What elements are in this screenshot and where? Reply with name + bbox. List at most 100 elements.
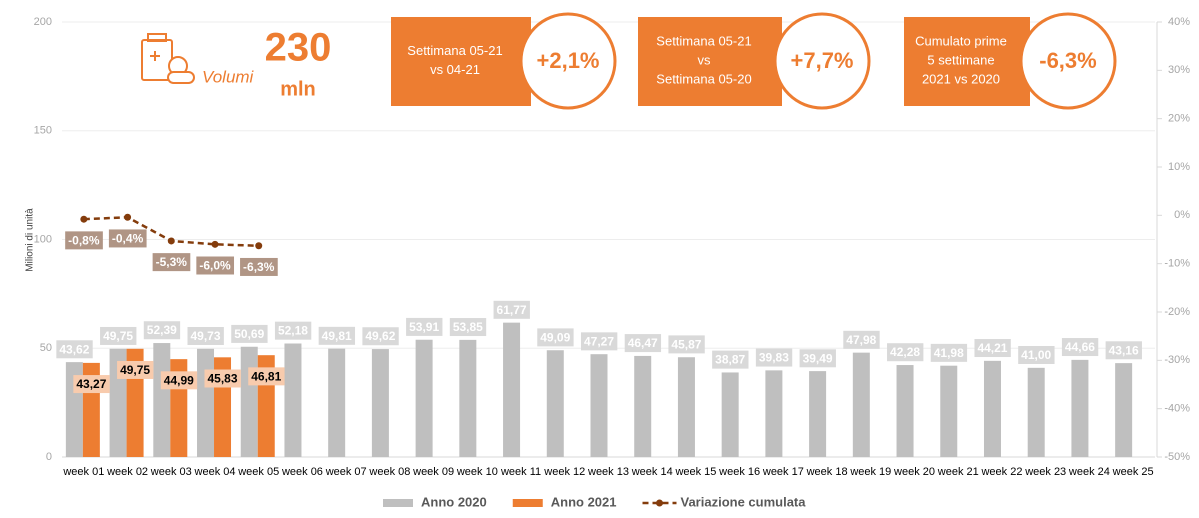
label-box <box>231 324 268 343</box>
label-box <box>580 332 618 351</box>
volume-icon <box>141 33 195 84</box>
data-label: 49,62 <box>365 329 395 343</box>
data-label: 50,69 <box>234 327 264 341</box>
data-label: 43,27 <box>76 377 106 391</box>
kpi-box-text: Cumulato prime <box>915 33 1007 48</box>
label-box <box>1061 338 1099 357</box>
y2-tick-label: 20% <box>1168 113 1190 125</box>
label-box <box>799 349 836 368</box>
bar <box>415 339 433 457</box>
kpi-circle <box>773 12 871 110</box>
bar <box>459 339 477 457</box>
x-tick-label: week 13 <box>587 466 629 478</box>
data-label: 61,77 <box>497 303 527 317</box>
kpi-box <box>391 17 531 106</box>
label-box <box>117 360 154 379</box>
bar <box>677 357 695 457</box>
label-box <box>160 371 198 390</box>
kpi-box-value: -6,3% <box>1039 48 1096 73</box>
data-label: 49,09 <box>540 330 570 344</box>
label-box <box>887 343 924 362</box>
data-label: 52,39 <box>147 323 177 337</box>
x-tick-label: week 09 <box>412 466 454 478</box>
kpi-box-text: 2021 vs 2020 <box>922 71 1000 86</box>
y-tick-label: 0 <box>46 451 52 463</box>
data-label: 53,91 <box>409 320 439 334</box>
bar <box>721 372 739 457</box>
x-tick-label: week 18 <box>806 466 848 478</box>
y-tick-label: 200 <box>34 16 52 28</box>
bar <box>940 365 958 457</box>
line-marker <box>211 240 219 248</box>
x-tick-label: week 23 <box>1024 466 1066 478</box>
label-box <box>406 317 443 336</box>
data-label: 49,75 <box>103 329 133 343</box>
label-box <box>108 229 147 248</box>
data-label: 53,85 <box>453 320 483 334</box>
bar <box>852 352 870 457</box>
kpi-box-text: Settimana 05-21 <box>656 33 751 48</box>
kpi-label: Volumi <box>202 67 255 86</box>
data-label: 47,27 <box>584 334 614 348</box>
x-tick-label: week 21 <box>937 466 979 478</box>
x-tick-label: week 15 <box>674 466 716 478</box>
label-box <box>196 256 235 275</box>
kpi-box-text: vs 04-21 <box>430 62 480 77</box>
label-box <box>843 330 880 349</box>
bar <box>503 322 521 457</box>
bar <box>153 343 171 457</box>
bar <box>983 360 1001 457</box>
x-tick-label: week 25 <box>1112 466 1154 478</box>
label-box <box>152 253 191 272</box>
kpi-circle <box>519 12 617 110</box>
y-tick-label: 50 <box>40 342 52 354</box>
y2-tick-label: 10% <box>1168 161 1190 173</box>
label-box <box>537 328 574 347</box>
data-label: 38,87 <box>715 353 745 367</box>
bar <box>634 355 652 457</box>
legend-swatch <box>656 499 663 507</box>
label-box <box>187 327 224 346</box>
bar <box>284 343 302 457</box>
bar <box>1027 367 1045 457</box>
legend-label: Variazione cumulata <box>681 494 807 509</box>
data-label: 41,98 <box>934 346 964 360</box>
y-axis-label: Milioni di unità <box>25 208 36 272</box>
data-label: 44,99 <box>164 373 194 387</box>
bar <box>546 350 564 457</box>
x-tick-label: week 10 <box>456 466 498 478</box>
y-tick-label: 100 <box>34 233 52 245</box>
legend-swatch <box>512 499 543 507</box>
label-box <box>100 326 137 345</box>
label-box <box>318 326 356 345</box>
bar <box>197 348 215 457</box>
data-label: -0,4% <box>112 231 144 245</box>
data-label: 47,98 <box>846 333 876 347</box>
label-box <box>73 375 110 394</box>
x-tick-label: week 08 <box>368 466 410 478</box>
x-tick-label: week 02 <box>106 466 148 478</box>
x-tick-label: week 19 <box>849 466 891 478</box>
bar <box>240 346 258 457</box>
line-marker <box>80 215 88 223</box>
kpi-box-value: +7,7% <box>791 48 854 73</box>
label-box <box>204 369 241 388</box>
x-tick-label: week 12 <box>543 466 585 478</box>
label-box <box>493 300 530 319</box>
data-label: 49,73 <box>191 329 221 343</box>
data-label: 45,87 <box>671 337 701 351</box>
label-box <box>624 334 662 353</box>
bar <box>896 365 914 457</box>
y2-tick-label: -40% <box>1164 403 1190 415</box>
legend-label: Anno 2021 <box>551 494 617 509</box>
data-label: 46,81 <box>251 369 281 383</box>
x-tick-label: week 14 <box>631 466 673 478</box>
legend-label: Anno 2020 <box>421 494 487 509</box>
bar <box>765 370 783 457</box>
y2-tick-label: -30% <box>1164 354 1190 366</box>
label-box <box>974 339 1011 358</box>
data-label: -0,8% <box>68 233 100 247</box>
x-tick-label: week 03 <box>150 466 192 478</box>
y-tick-label: 150 <box>34 125 52 137</box>
